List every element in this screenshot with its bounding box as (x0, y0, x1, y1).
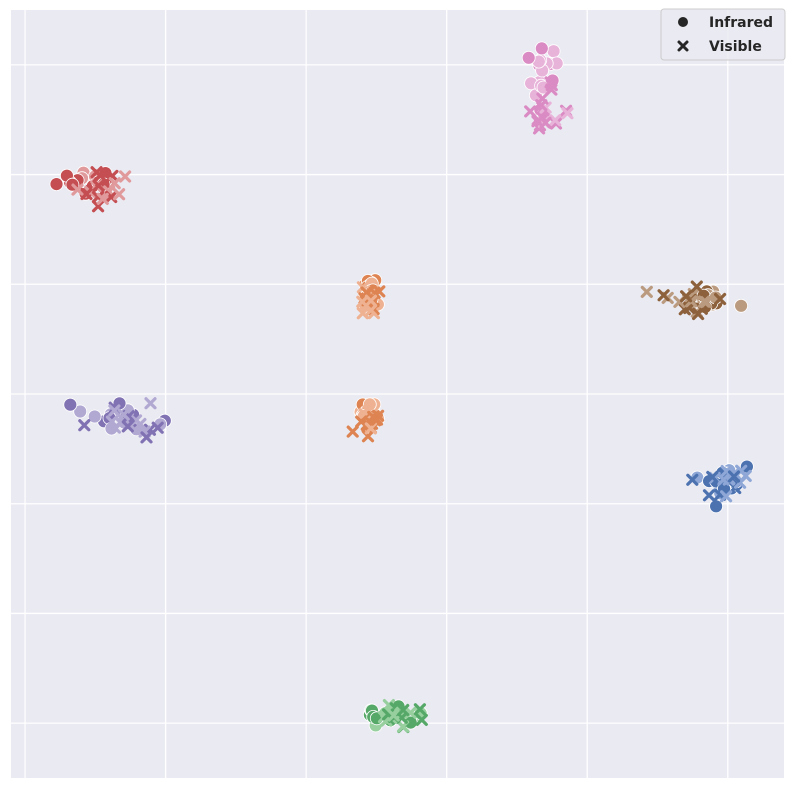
visible-point-red (92, 200, 105, 213)
visible-point-purple (140, 431, 153, 444)
visible-point-blue (717, 473, 730, 486)
visible-point-purple (144, 397, 157, 410)
visible-point-red (119, 170, 132, 183)
visible-point-pink (536, 92, 549, 105)
visible-point-purple (108, 401, 121, 414)
grid-lines (11, 10, 784, 778)
infrared-point-purple (63, 397, 78, 412)
visible-point-brown (690, 280, 703, 293)
visible-point-purple (151, 421, 164, 434)
visible-point-purple (134, 417, 147, 431)
visible-point-pink (561, 107, 574, 120)
visible-point-green (382, 699, 395, 712)
visible-point-green (415, 713, 428, 726)
visible-point-brown (657, 289, 670, 302)
legend: Infrared Visible (660, 8, 786, 61)
visible-point-brown (714, 292, 727, 306)
visible-point-blue (706, 470, 719, 484)
legend-x-marker (677, 40, 689, 52)
visible-point-brown (640, 285, 653, 298)
visible-point-brown (692, 307, 705, 321)
visible-point-pink (539, 116, 552, 129)
visible-point-orange-upper (364, 294, 377, 307)
infrared-point-pink (521, 50, 536, 65)
visible-point-red (93, 169, 107, 182)
infrared-point-red (49, 177, 64, 192)
legend-box (660, 8, 786, 61)
visible-point-orange-lower (364, 422, 377, 435)
visible-point-red (80, 187, 93, 201)
visible-point-orange-upper (365, 304, 378, 317)
visible-point-red (113, 188, 126, 201)
visible-point-purple (78, 419, 91, 432)
visible-point-red (71, 183, 84, 196)
visible-point-purple (105, 415, 118, 428)
visible-point-brown (698, 295, 711, 308)
visible-point-blue (727, 470, 741, 483)
visible-point-orange-upper (373, 285, 386, 298)
visible-point-green (387, 709, 400, 722)
visible-point-green (413, 703, 426, 716)
visible-point-pink (545, 83, 558, 96)
visible-point-orange-lower (346, 425, 359, 438)
legend-label-visible: Visible (709, 39, 762, 55)
visible-point-orange-lower (355, 415, 368, 428)
visible-point-green (397, 703, 410, 717)
legend-circle-marker (678, 17, 688, 27)
visible-point-purple (108, 404, 121, 417)
infrared-point-purple (73, 404, 88, 419)
infrared-point-brown (734, 298, 748, 313)
infrared-point-purple (87, 409, 102, 424)
visible-point-red (108, 177, 121, 190)
visible-point-blue (702, 489, 716, 502)
visible-point-red (96, 192, 109, 205)
data-points (49, 41, 754, 734)
visible-point-blue (720, 490, 733, 503)
visible-point-purple (117, 408, 130, 421)
visible-point-red (92, 179, 105, 192)
visible-point-brown (680, 290, 693, 303)
visible-point-blue (686, 473, 699, 486)
visible-point-purple (121, 420, 134, 433)
visible-point-pink (549, 114, 562, 127)
visible-point-purple (108, 421, 121, 434)
visible-point-orange-lower (370, 413, 384, 426)
infrared-point-pink (534, 41, 549, 56)
legend-label-infrared: Infrared (709, 15, 773, 31)
infrared-point-pink (546, 44, 561, 59)
